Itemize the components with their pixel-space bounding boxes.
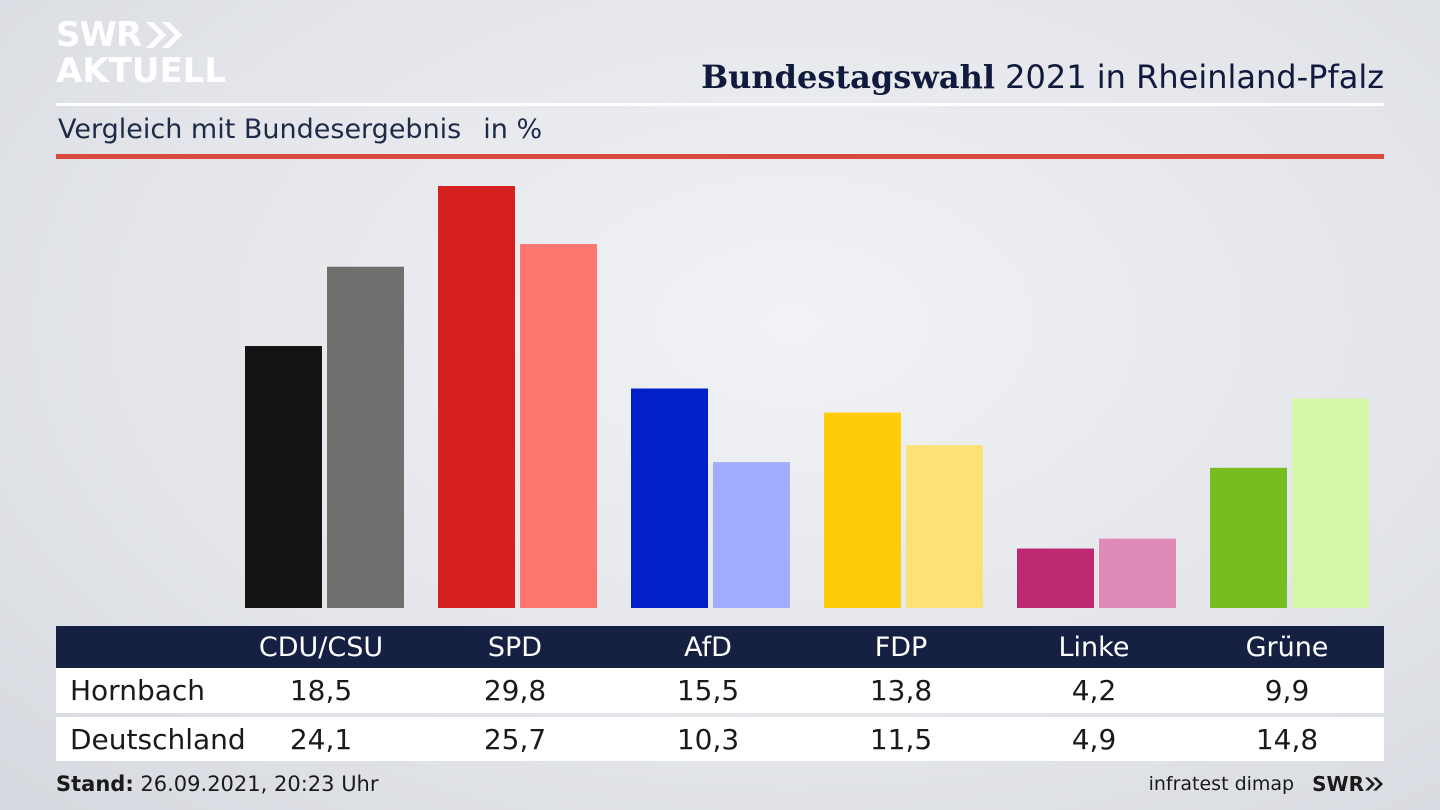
table-cell: 13,8 — [869, 674, 933, 707]
row-label: Hornbach — [70, 674, 206, 707]
title-bold: Bundestagswahl — [701, 58, 995, 96]
bar-cdu-csu-hornbach — [245, 346, 322, 608]
source-text: infratest dimap — [1148, 773, 1295, 795]
bar-cdu-csu-deutschland — [327, 266, 404, 608]
table-row-hornbach: Hornbach 18,5 29,8 15,5 13,8 4,2 9,9 — [56, 668, 1384, 713]
double-chevron-icon — [146, 22, 183, 48]
header-divider — [56, 103, 1384, 106]
table-cell: 14,8 — [1255, 722, 1319, 756]
bar-fdp-deutschland — [906, 445, 983, 608]
page-title: Bundestagswahl 2021 in Rheinland-Pfalz — [701, 58, 1384, 96]
results-table: CDU/CSU SPD AfD FDP Linke Grüne Hornbach… — [56, 626, 1384, 761]
logo-text-swr: SWR — [56, 15, 142, 55]
source-credit: infratest dimap SWR — [1149, 772, 1384, 796]
title-rest: 2021 in Rheinland-Pfalz — [1005, 58, 1384, 96]
table-cell: 29,8 — [483, 674, 547, 707]
table-cell: 24,1 — [289, 722, 353, 756]
table-cell: 4,9 — [1071, 722, 1117, 756]
double-chevron-icon — [1365, 777, 1383, 791]
table-cell: 25,7 — [483, 722, 547, 756]
unit-label: in % — [483, 114, 543, 145]
timestamp: Stand: 26.09.2021, 20:23 Uhr — [56, 772, 379, 796]
table-cell: 11,5 — [869, 722, 933, 756]
stand-label: Stand: — [56, 772, 134, 796]
footer-logo-text: SWR — [1312, 772, 1364, 796]
header-afd: AfD — [684, 631, 732, 663]
table-cell: 15,5 — [676, 674, 740, 707]
bar-afd-hornbach — [631, 388, 708, 608]
bar-spd-deutschland — [520, 244, 597, 608]
bar-chart — [245, 186, 1369, 608]
header-spd: SPD — [487, 631, 543, 663]
logo-text-aktuell: AKTUELL — [56, 51, 227, 91]
header-gruene: Grüne — [1245, 631, 1329, 663]
table-cell: 9,9 — [1264, 674, 1310, 707]
bar-linke-deutschland — [1099, 538, 1176, 608]
table-cell: 18,5 — [289, 674, 353, 707]
stand-value: 26.09.2021, 20:23 Uhr — [140, 772, 379, 796]
table-row-deutschland: Deutschland 24,1 25,7 10,3 11,5 4,9 14,8 — [56, 717, 1384, 761]
header-linke: Linke — [1058, 631, 1130, 663]
row-label: Deutschland — [70, 722, 246, 756]
header-cdu-csu: CDU/CSU — [258, 631, 384, 663]
bar-gr-ne-hornbach — [1210, 467, 1287, 608]
footer-swr-logo: SWR — [1312, 772, 1384, 796]
subtitle-divider — [56, 154, 1384, 159]
bar-afd-deutschland — [713, 462, 790, 608]
table-cell: 10,3 — [676, 722, 740, 756]
bar-linke-hornbach — [1017, 548, 1094, 608]
bar-fdp-hornbach — [824, 412, 901, 608]
chart-subtitle: Vergleich mit Bundesergebnis in % — [58, 114, 542, 145]
bar-gr-ne-deutschland — [1292, 398, 1369, 608]
bar-spd-hornbach — [438, 186, 515, 608]
table-header-row: CDU/CSU SPD AfD FDP Linke Grüne — [56, 626, 1384, 668]
table-cell: 4,2 — [1071, 674, 1117, 707]
subtitle-text: Vergleich mit Bundesergebnis — [58, 114, 462, 145]
header-fdp: FDP — [874, 631, 928, 663]
swr-aktuell-logo: SWR AKTUELL — [56, 16, 226, 88]
